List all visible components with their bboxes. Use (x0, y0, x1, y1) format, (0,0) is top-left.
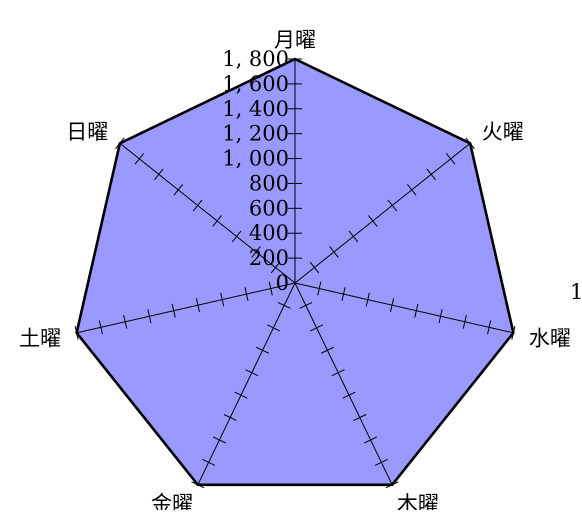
tick-mark-1-1 (309, 261, 320, 274)
tick-mark-1-9 (465, 137, 475, 150)
legend-entry-0: 1 (570, 280, 582, 304)
tick-mark-3-1 (299, 301, 313, 309)
tick-label-9: 1, 800 (222, 47, 289, 71)
tick-mark-6-2 (251, 246, 261, 258)
tick-mark-3-8 (374, 458, 388, 466)
category-label-4: 金曜 (151, 492, 193, 510)
tick-mark-1-5 (387, 199, 398, 212)
tick-label-1: 200 (249, 246, 289, 270)
tick-mark-1-3 (348, 230, 359, 243)
tick-mark-4-6 (223, 414, 237, 422)
tick-mark-3-5 (342, 391, 356, 399)
tick-mark-6-4 (212, 215, 222, 227)
tick-label-8: 1, 600 (222, 72, 289, 96)
tick-mark-5-6 (147, 309, 152, 324)
tick-mark-2-5 (414, 303, 419, 318)
category-label-6: 日曜 (66, 120, 108, 144)
category-label-5: 土曜 (19, 326, 61, 350)
tick-mark-2-4 (390, 298, 395, 313)
tick-mark-1-4 (368, 215, 378, 227)
tick-mark-5-9 (74, 325, 79, 340)
tick-mark-5-3 (220, 292, 225, 307)
tick-mark-3-3 (320, 346, 334, 354)
tick-mark-6-6 (173, 184, 184, 196)
tick-mark-5-8 (98, 320, 103, 335)
tick-mark-2-6 (438, 309, 443, 324)
tick-mark-2-3 (365, 292, 370, 307)
tick-label-6: 1, 200 (222, 122, 289, 146)
axis-line-2 (294, 282, 514, 334)
tick-mark-5-4 (195, 298, 200, 313)
tick-mark-3-2 (310, 324, 324, 332)
tick-label-7: 1, 400 (222, 97, 289, 121)
tick-label-0: 0 (276, 271, 289, 295)
tick-mark-2-7 (462, 314, 467, 329)
axis-line-1 (294, 142, 471, 284)
tick-mark-6-7 (154, 168, 164, 181)
tick-mark-5-2 (244, 287, 249, 302)
tick-mark-4-2 (266, 324, 280, 332)
axis-line-5 (76, 282, 296, 334)
tick-mark-4-9 (191, 481, 205, 489)
axis-line-3 (294, 282, 393, 486)
axis-line-4 (197, 282, 296, 486)
tick-mark-3-9 (385, 481, 399, 489)
tick-label-2: 400 (249, 221, 289, 245)
category-label-1: 火曜 (482, 120, 524, 144)
tick-label-5: 1, 000 (222, 147, 289, 171)
tick-mark-3-7 (364, 436, 378, 444)
tick-mark-4-7 (212, 436, 226, 444)
tick-mark-4-4 (245, 369, 259, 377)
tick-mark-6-3 (231, 230, 242, 243)
category-label-0: 月曜 (274, 28, 316, 52)
tick-mark-1-7 (426, 168, 436, 181)
tick-mark-2-2 (341, 287, 346, 302)
tick-mark-6-5 (192, 199, 203, 212)
axis-line-6 (119, 142, 296, 284)
tick-mark-3-4 (331, 369, 345, 377)
tick-mark-2-1 (317, 281, 322, 296)
tick-mark-1-6 (406, 184, 417, 196)
tick-mark-2-9 (511, 325, 516, 340)
tick-mark-5-5 (171, 303, 176, 318)
tick-mark-6-9 (115, 137, 125, 150)
tick-mark-2-8 (487, 320, 492, 335)
tick-label-4: 800 (249, 171, 289, 195)
tick-mark-1-8 (445, 153, 456, 165)
tick-mark-3-6 (353, 414, 367, 422)
tick-mark-4-5 (234, 391, 248, 399)
tick-label-3: 600 (249, 196, 289, 220)
tick-mark-4-3 (256, 346, 270, 354)
category-label-3: 木曜 (397, 492, 439, 510)
tick-mark-4-1 (277, 301, 291, 309)
category-label-2: 水曜 (529, 326, 571, 350)
tick-mark-5-1 (268, 281, 273, 296)
tick-mark-6-1 (270, 261, 281, 274)
tick-mark-5-7 (123, 314, 128, 329)
tick-mark-4-8 (202, 458, 216, 466)
tick-mark-6-8 (134, 153, 145, 165)
tick-mark-1-2 (329, 246, 339, 258)
